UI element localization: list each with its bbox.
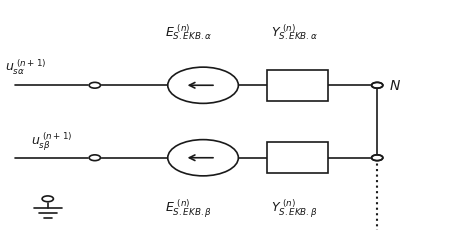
Text: $u_{s\beta}^{\ (n+1)}$: $u_{s\beta}^{\ (n+1)}$ (31, 131, 73, 153)
Text: $E_{S.EKB.\alpha}^{\ (n)}$: $E_{S.EKB.\alpha}^{\ (n)}$ (165, 22, 212, 42)
Circle shape (89, 82, 101, 88)
Circle shape (89, 155, 101, 161)
Circle shape (371, 82, 383, 88)
Circle shape (168, 140, 238, 176)
Circle shape (371, 155, 383, 161)
Text: $Y_{S.EKB.\beta}^{\ (n)}$: $Y_{S.EKB.\beta}^{\ (n)}$ (271, 197, 318, 220)
Text: $Y_{S.EKB.\alpha}^{\ (n)}$: $Y_{S.EKB.\alpha}^{\ (n)}$ (271, 22, 318, 42)
Circle shape (42, 196, 53, 202)
Text: $u_{s\alpha}^{\ (n+1)}$: $u_{s\alpha}^{\ (n+1)}$ (5, 57, 47, 77)
Bar (267, 142, 328, 174)
Circle shape (371, 82, 383, 88)
Circle shape (168, 67, 238, 103)
Text: $E_{S.EKB.\beta}^{\ (n)}$: $E_{S.EKB.\beta}^{\ (n)}$ (165, 197, 212, 220)
Bar (267, 69, 328, 101)
Circle shape (371, 155, 383, 161)
Text: $N$: $N$ (389, 79, 401, 94)
